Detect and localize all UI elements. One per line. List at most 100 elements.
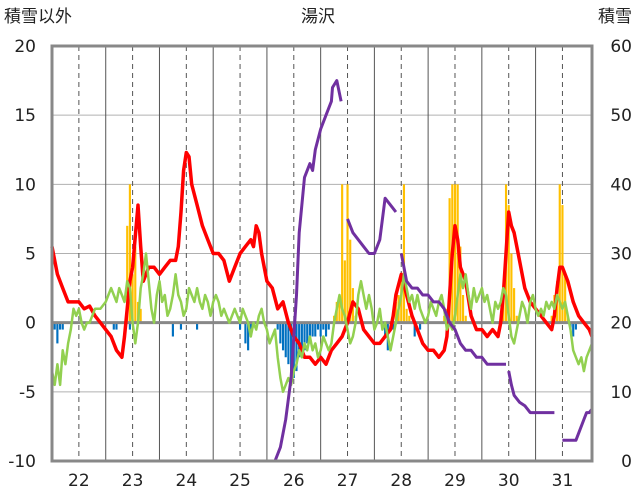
plot-frame	[50, 44, 594, 463]
y-right-tick: 10	[610, 383, 632, 403]
precip-bar	[128, 184, 131, 323]
negative-bar	[300, 322, 303, 351]
precip-bar	[561, 205, 564, 323]
negative-bar	[56, 322, 59, 344]
snow_depth-line	[562, 408, 594, 442]
negative-bar	[244, 322, 247, 344]
precip-bar	[131, 274, 134, 323]
precip-bar	[443, 315, 446, 323]
precip-bar	[134, 246, 137, 323]
right-axis-label: 積雪	[598, 7, 632, 27]
precip-bar	[507, 205, 510, 323]
x-tick: 23	[122, 471, 144, 491]
precip-bar	[464, 315, 467, 323]
x-tick: 26	[283, 471, 305, 491]
negative-bar	[324, 322, 328, 337]
y-right-tick: 30	[610, 245, 632, 265]
negative-bar	[61, 322, 64, 330]
precip-bar	[338, 301, 341, 323]
negative-bar	[327, 322, 330, 330]
left-axis-label: 積雪以外	[4, 7, 72, 27]
y-left-tick: 0	[25, 314, 36, 334]
negative-bar	[281, 322, 285, 351]
precip-bar	[408, 315, 411, 323]
negative-bar	[295, 322, 298, 372]
precip-bar	[461, 295, 465, 323]
wind-line	[50, 252, 594, 394]
negative-bar	[115, 322, 118, 330]
negative-bar	[279, 322, 282, 344]
x-tick: 22	[68, 471, 90, 491]
negative-bar	[287, 322, 290, 365]
temperature-line	[50, 150, 594, 366]
negative-bar	[319, 322, 322, 337]
precip-bar	[126, 225, 129, 323]
y-left-ticks: -10 -5 0 5 10 15 20	[8, 37, 36, 472]
precip-bar	[448, 198, 451, 323]
x-tick: 29	[444, 471, 466, 491]
y-left-tick: -10	[8, 452, 36, 472]
negative-bar	[413, 322, 416, 337]
series-lines	[50, 79, 594, 463]
negative-bar	[306, 322, 309, 344]
negative-bar	[574, 322, 577, 330]
x-tick: 30	[498, 471, 520, 491]
negative-bar	[247, 322, 250, 351]
precip-bar	[400, 281, 403, 323]
precip-bar	[349, 239, 352, 323]
negative-bar	[418, 322, 422, 330]
precip-bar	[343, 260, 346, 323]
y-left-tick: 15	[14, 106, 36, 126]
precip-bar	[402, 184, 406, 323]
negative-bar	[58, 322, 62, 330]
negative-bar	[196, 322, 199, 330]
negative-bar	[316, 322, 320, 330]
precip-bar	[341, 184, 344, 323]
negative-bar	[249, 322, 252, 330]
y-left-tick: 20	[14, 37, 36, 57]
negative-bar	[392, 322, 395, 330]
precip-bar	[139, 308, 142, 323]
y-left-tick: 10	[14, 175, 36, 195]
negative-bar	[284, 322, 287, 358]
x-tick: 27	[337, 471, 359, 491]
y-right-tick: 20	[610, 314, 632, 334]
precip-bar	[394, 301, 397, 323]
x-tick: 25	[229, 471, 251, 491]
precip-bar	[346, 184, 349, 323]
snow_depth-line	[346, 196, 398, 255]
precip-bar	[459, 246, 462, 323]
y-right-tick: 0	[621, 452, 632, 472]
x-ticks: 22 23 24 25 26 27 28 29 30 31	[68, 471, 573, 491]
negative-bar	[322, 322, 325, 330]
snow_depth-line	[399, 253, 506, 366]
negative-bar	[276, 322, 279, 330]
negative-bar	[384, 322, 387, 337]
negative-bar	[238, 322, 242, 330]
x-tick: 31	[552, 471, 574, 491]
precip-bar	[513, 288, 516, 323]
precip-bar	[453, 184, 457, 323]
negative-bar	[171, 322, 174, 337]
negative-bar	[303, 322, 306, 351]
y-right-tick: 40	[610, 175, 632, 195]
negative-bar	[298, 322, 301, 358]
negative-bar	[53, 322, 56, 330]
y-right-ticks: 0 10 20 30 40 50 60	[610, 37, 632, 472]
precip-bar	[558, 184, 561, 323]
y-right-tick: 60	[610, 37, 632, 57]
precip-bar	[564, 274, 567, 323]
y-left-tick: 5	[25, 245, 36, 265]
negative-bar	[112, 322, 115, 330]
chart-title: 湯沢	[301, 7, 335, 27]
snow_depth-line	[52, 79, 343, 463]
negative-bar	[290, 322, 293, 372]
snow_depth-line	[507, 370, 555, 415]
x-tick: 28	[390, 471, 412, 491]
y-right-tick: 50	[610, 106, 632, 126]
y-left-tick: -5	[19, 383, 36, 403]
negative-bar	[572, 322, 575, 337]
negative-bar	[128, 322, 131, 330]
negative-bar	[311, 322, 314, 337]
negative-bar	[314, 322, 317, 337]
